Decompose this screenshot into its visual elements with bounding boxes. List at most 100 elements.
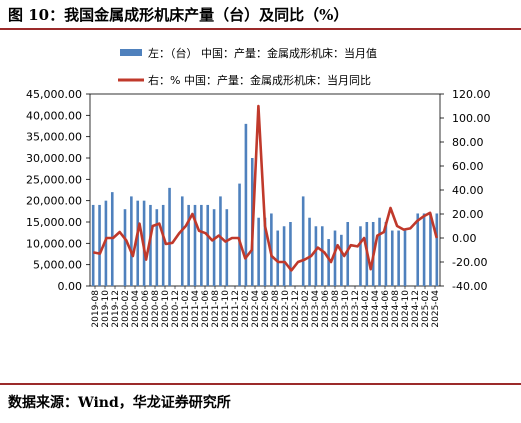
- x-tick-label: 2023-02: [301, 290, 311, 328]
- x-tick-label: 2021-10: [221, 290, 231, 328]
- x-tick-label: 2024-06: [381, 290, 391, 328]
- bar: [429, 213, 432, 286]
- x-tick-label: 2024-10: [401, 290, 411, 328]
- x-tick-label: 2022-08: [271, 290, 281, 328]
- bar: [187, 204, 190, 286]
- bar: [333, 230, 337, 286]
- bar: [435, 213, 439, 286]
- left-axis: 0.00 5,000.00 10,000.00 15,000.00 20,000.00 2…: [26, 88, 90, 293]
- left-tick-label: 15,000.00: [26, 216, 82, 229]
- bar: [422, 213, 426, 286]
- bar: [390, 230, 394, 286]
- bar: [193, 204, 197, 286]
- x-tick-label: 2021-06: [201, 290, 211, 328]
- line-series: [93, 104, 438, 272]
- bar: [219, 196, 222, 286]
- bar: [327, 239, 330, 286]
- x-tick-label: 2022-12: [291, 290, 301, 328]
- bar: [378, 217, 381, 286]
- x-tick-label: 2020-04: [131, 290, 141, 328]
- chart: 0.00 5,000.00 10,000.00 15,000.00 20,000.00 2…: [26, 46, 491, 328]
- x-tick-label: 2019-10: [101, 290, 111, 328]
- x-tick-label: 2019-08: [91, 290, 101, 328]
- bar: [314, 226, 318, 286]
- bar: [104, 200, 108, 286]
- left-tick-label: 20,000.00: [26, 195, 82, 208]
- left-tick-label: 0.00: [58, 280, 83, 293]
- bar: [130, 196, 133, 286]
- figure-title: 图 10：我国金属成形机床产量（台）及同比（%）: [8, 6, 349, 24]
- right-tick-label: 120.00: [452, 88, 491, 101]
- x-axis: 2019-08 2019-10 2019-12 2020-02 2020-04 2020-…: [91, 286, 441, 328]
- bar: [263, 217, 267, 286]
- x-tick-label: 2024-12: [411, 290, 421, 328]
- bar: [123, 209, 127, 286]
- legend: 左：（台） 中国：产量：金属成形机床：当月值 右：% 中国：产量：金属成形机床：…: [118, 46, 377, 87]
- bar: [238, 183, 241, 286]
- bar: [200, 204, 203, 286]
- right-tick-label: -20.00: [452, 256, 487, 269]
- left-tick-label: 25,000.00: [26, 173, 82, 186]
- right-tick-label: 20.00: [452, 208, 484, 221]
- bar: [416, 213, 420, 286]
- x-tick-label: 2020-02: [121, 290, 131, 328]
- x-tick-label: 2022-04: [251, 290, 261, 328]
- x-tick-label: 2025-02: [421, 290, 431, 328]
- bar: [98, 204, 101, 286]
- x-tick-label: 2019-12: [111, 290, 121, 328]
- bar: [397, 230, 400, 286]
- x-tick-label: 2024-08: [391, 290, 401, 328]
- x-tick-label: 2023-06: [321, 290, 331, 328]
- bar: [282, 226, 286, 286]
- bar: [289, 222, 292, 286]
- right-axis: -40.00 -20.00 0.00 20.00 40.00 60.00 80.00 100.…: [440, 88, 491, 293]
- source-rule: [0, 383, 521, 385]
- bar: [155, 209, 159, 286]
- x-tick-label: 2020-10: [161, 290, 171, 328]
- right-tick-label: 40.00: [452, 184, 484, 197]
- legend-bar-swatch: [120, 49, 142, 56]
- bar: [91, 204, 95, 286]
- figure-source: 数据来源：Wind，华龙证券研究所: [8, 395, 231, 411]
- x-tick-label: 2023-08: [331, 290, 341, 328]
- left-tick-label: 30,000.00: [26, 152, 82, 165]
- bar: [346, 222, 350, 286]
- bar: [257, 217, 260, 286]
- x-tick-label: 2023-12: [351, 290, 361, 328]
- legend-bar-label: 左：（台） 中国：产量：金属成形机床：当月值: [148, 46, 377, 60]
- right-tick-label: 0.00: [452, 232, 477, 245]
- bar: [168, 187, 171, 286]
- left-tick-label: 35,000.00: [26, 131, 82, 144]
- bar: [308, 217, 311, 286]
- bar: [340, 234, 343, 286]
- x-tick-label: 2023-04: [311, 290, 321, 328]
- title-rule: [0, 28, 521, 30]
- bar: [301, 196, 305, 286]
- x-tick-label: 2022-02: [241, 290, 251, 328]
- x-tick-label: 2025-04: [431, 290, 441, 328]
- bar: [212, 209, 216, 286]
- x-tick-label: 2023-10: [341, 290, 351, 328]
- x-tick-label: 2024-04: [371, 290, 381, 328]
- bar: [384, 222, 388, 286]
- left-tick-label: 40,000.00: [26, 109, 82, 122]
- left-tick-label: 45,000.00: [26, 88, 82, 101]
- x-tick-label: 2020-06: [141, 290, 151, 328]
- bar: [403, 230, 407, 286]
- x-tick-label: 2022-10: [281, 290, 291, 328]
- bar: [161, 204, 165, 286]
- right-tick-label: -40.00: [452, 280, 487, 293]
- x-tick-label: 2021-04: [191, 290, 201, 328]
- yoy-line: [93, 104, 438, 272]
- legend-line-label: 右：% 中国：产量：金属成形机床：当月同比: [148, 73, 371, 87]
- x-tick-label: 2021-02: [181, 290, 191, 328]
- x-tick-label: 2024-02: [361, 290, 371, 328]
- right-tick-label: 60.00: [452, 160, 484, 173]
- bar: [136, 200, 140, 286]
- bar: [244, 123, 248, 286]
- bar: [225, 209, 229, 286]
- left-tick-label: 5,000.00: [33, 259, 82, 272]
- x-tick-label: 2020-08: [151, 290, 161, 328]
- right-tick-label: 80.00: [452, 136, 484, 149]
- x-tick-label: 2020-12: [171, 290, 181, 328]
